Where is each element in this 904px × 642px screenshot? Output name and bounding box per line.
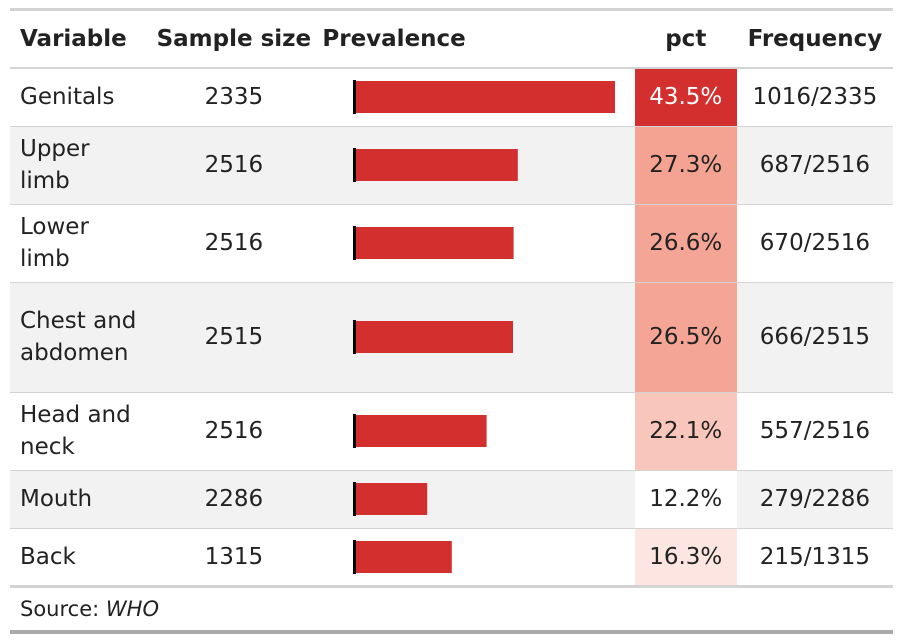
source-label: Source: (20, 596, 100, 621)
cell-variable: Back (10, 528, 146, 588)
prevalence-bar-chart (353, 80, 616, 115)
cell-variable: Lower limb (10, 204, 146, 283)
source-row: Source: WHO (10, 586, 893, 634)
cell-frequency: 666/2515 (736, 282, 893, 393)
cell-prevalence (322, 204, 635, 283)
cell-pct: 16.3% (634, 528, 737, 588)
prevalence-bar (354, 149, 519, 181)
prevalence-bar (354, 81, 616, 114)
cell-sample-size: 2516 (145, 392, 323, 471)
cell-prevalence (322, 282, 635, 393)
cell-sample-size: 2516 (145, 204, 323, 283)
prevalence-table-container: Variable Sample size Prevalence pct Freq… (10, 8, 893, 634)
prevalence-bar (354, 321, 514, 353)
cell-variable: Mouth (10, 470, 146, 529)
cell-pct: 26.6% (634, 204, 737, 283)
cell-frequency: 1016/2335 (736, 68, 893, 127)
bar-baseline (353, 80, 357, 115)
bar-baseline (353, 482, 357, 516)
prevalence-bar-chart (353, 320, 514, 354)
cell-frequency: 687/2516 (736, 126, 893, 205)
cell-prevalence (322, 470, 635, 529)
prevalence-bar-chart (353, 414, 487, 448)
cell-prevalence (322, 68, 635, 127)
cell-sample-size: 2286 (145, 470, 323, 529)
cell-frequency: 557/2516 (736, 392, 893, 471)
source-note: Source: WHO (10, 586, 893, 634)
cell-pct: 26.5% (634, 282, 737, 393)
table-row: Head and neck 2516 22.1% 557/2516 (10, 392, 893, 471)
cell-variable: Genitals (10, 68, 146, 127)
cell-pct: 12.2% (634, 470, 737, 529)
cell-frequency: 670/2516 (736, 204, 893, 283)
prevalence-bar-chart (353, 226, 514, 260)
cell-pct: 43.5% (634, 68, 737, 127)
header-frequency: Frequency (747, 26, 883, 52)
bar-baseline (353, 414, 357, 448)
table-row: Back 1315 16.3% 215/1315 (10, 528, 893, 588)
bar-baseline (353, 539, 357, 574)
header-sample-size: Sample size (156, 26, 312, 52)
prevalence-bar (354, 540, 453, 573)
bar-baseline (353, 148, 357, 182)
cell-sample-size: 2516 (145, 126, 323, 205)
cell-sample-size: 2335 (145, 68, 323, 127)
header-row: Variable Sample size Prevalence pct Freq… (10, 9, 893, 68)
cell-sample-size: 1315 (145, 528, 323, 588)
table-row: Upper limb 2516 27.3% 687/2516 (10, 126, 893, 205)
cell-variable: Upper limb (10, 126, 146, 205)
cell-variable: Chest and abdomen (10, 282, 146, 393)
source-value: WHO (105, 596, 159, 621)
cell-sample-size: 2515 (145, 282, 323, 393)
table-row: Genitals 2335 43.5% 1016/2335 (10, 68, 893, 127)
cell-variable: Head and neck (10, 392, 146, 471)
cell-frequency: 279/2286 (736, 470, 893, 529)
header-pct: pct (665, 26, 707, 52)
prevalence-bar-chart (353, 482, 428, 516)
header-variable: Variable (20, 26, 127, 52)
cell-pct: 27.3% (634, 126, 737, 205)
prevalence-bar (354, 227, 514, 259)
bar-baseline (353, 320, 357, 354)
prevalence-bar-chart (353, 148, 519, 182)
bar-baseline (353, 226, 357, 260)
prevalence-table: Variable Sample size Prevalence pct Freq… (10, 8, 893, 634)
cell-prevalence (322, 126, 635, 205)
cell-frequency: 215/1315 (736, 528, 893, 588)
cell-pct: 22.1% (634, 392, 737, 471)
cell-prevalence (322, 528, 635, 588)
table-row: Chest and abdomen 2515 26.5% 666/2515 (10, 282, 893, 393)
prevalence-bar (354, 483, 428, 515)
table-row: Lower limb 2516 26.6% 670/2516 (10, 204, 893, 283)
table-row: Mouth 2286 12.2% 279/2286 (10, 470, 893, 529)
cell-prevalence (322, 392, 635, 471)
header-prevalence: Prevalence (322, 26, 466, 52)
prevalence-bar (354, 415, 487, 447)
prevalence-bar-chart (353, 539, 453, 574)
